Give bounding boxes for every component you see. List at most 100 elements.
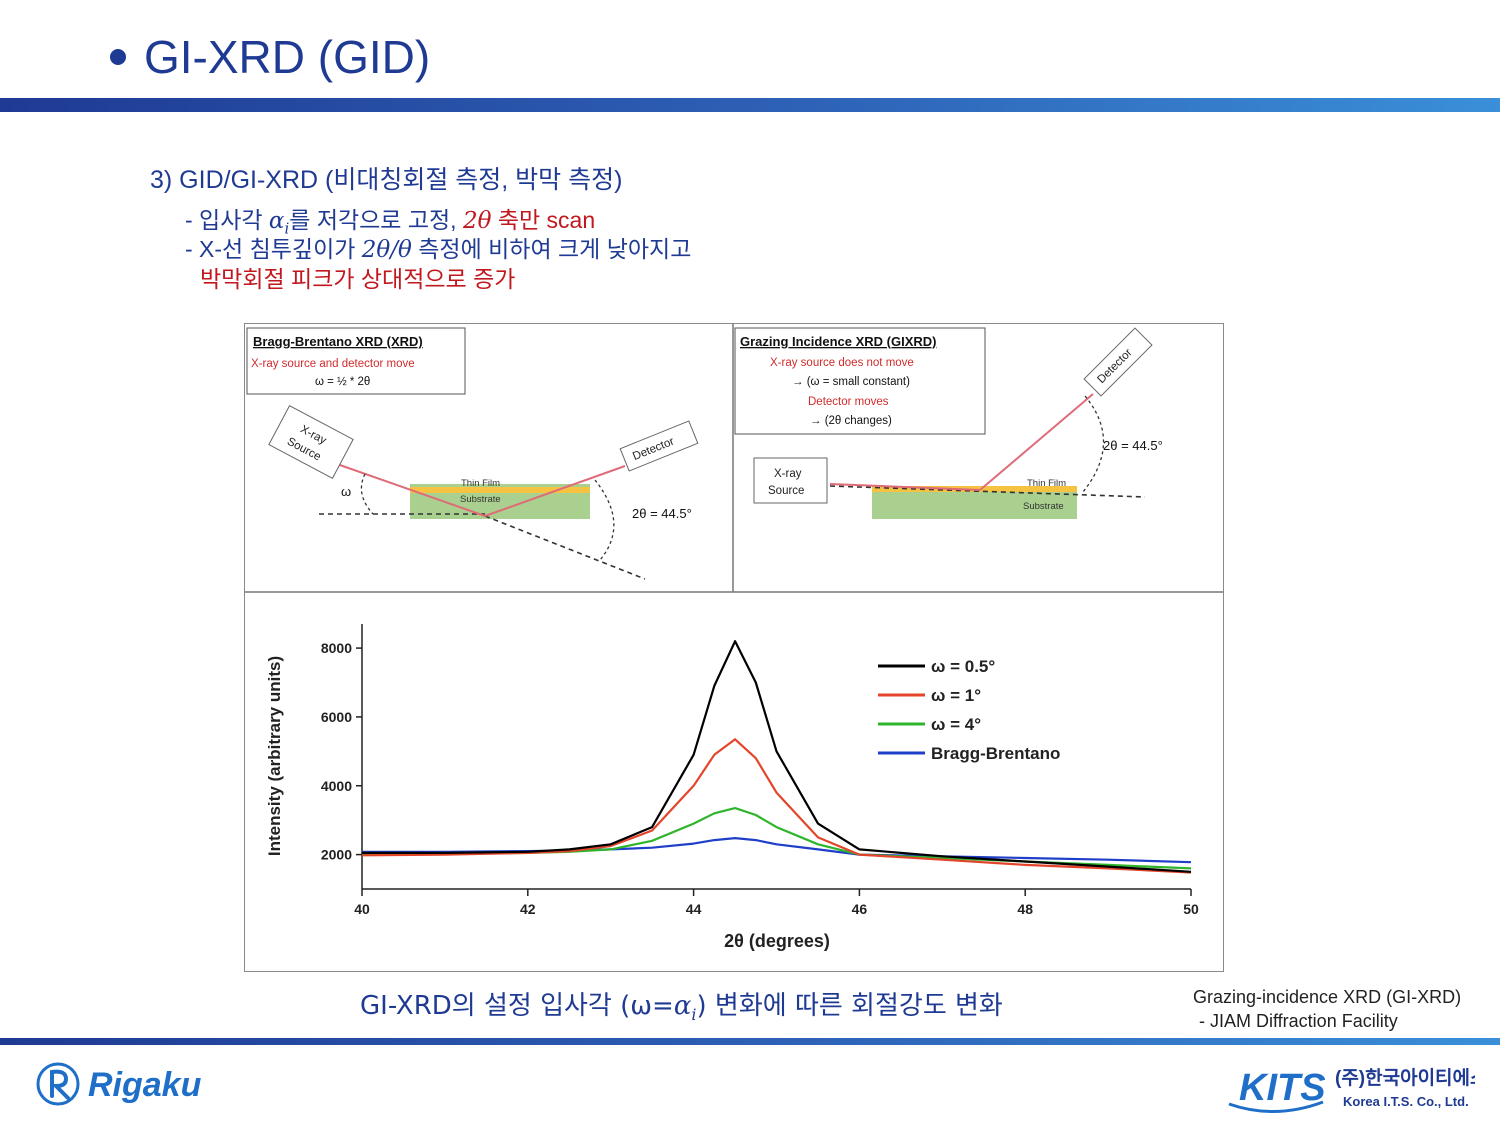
y-axis-label: Intensity (arbitrary units) (265, 656, 284, 856)
figure-svg: Bragg-Brentano XRD (XRD) X-ray source an… (245, 324, 1223, 951)
gi-diffracted-beam (979, 393, 1094, 491)
gi-surface-line (829, 485, 1146, 498)
gi-box-line2: → (ω = small constant) (792, 376, 910, 388)
gixrd-diagram: Grazing Incidence XRD (GIXRD) X-ray sour… (734, 327, 1163, 519)
gi-info-box (734, 327, 986, 435)
x-tick-label: 46 (852, 901, 868, 917)
series-line (362, 836, 1192, 864)
x-tick-label: 42 (520, 901, 536, 917)
gi-detector-box: Detector (1083, 327, 1153, 397)
kits-korean-name: (주)한국아이티에스 (1335, 1067, 1475, 1089)
bullet-line-1: - 입사각 αi를 저각으로 고정, 2θ 축만 scan (185, 206, 595, 243)
gi-box-line4: → (2θ changes) (810, 415, 892, 427)
kits-logo: KITS (주)한국아이티에스 Korea I.T.S. Co., Ltd. (1225, 1058, 1488, 1118)
bb-substrate-label: Substrate (460, 494, 501, 505)
bb-source-box: X-ray Source (268, 404, 354, 480)
kits-logo-svg: KITS (주)한국아이티에스 Korea I.T.S. Co., Ltd. (1228, 1067, 1488, 1113)
bb-omega-label: ω (341, 484, 351, 499)
bb-transmitted-line (484, 515, 646, 580)
gi-two-theta-arc (1082, 395, 1105, 493)
kits-swoosh-icon (1228, 1100, 1324, 1113)
bb-info-box (246, 327, 466, 395)
rigaku-logo: Rigaku (36, 1052, 256, 1116)
kits-wordmark: KITS (1239, 1067, 1326, 1109)
y-ticks: 2000 4000 6000 8000 (321, 640, 362, 863)
gi-source-label-1: X-ray (774, 468, 802, 480)
y-tick-label: 8000 (321, 640, 352, 656)
series-line (361, 738, 1192, 874)
bullet-1-alpha-sub: i (284, 219, 290, 238)
caption-alpha-sub: i (691, 1005, 697, 1025)
bb-box-line2: ω = ½ * 2θ (315, 376, 370, 388)
gi-box-title: Grazing Incidence XRD (GIXRD) (740, 334, 936, 349)
kits-english-name: Korea I.T.S. Co., Ltd. (1343, 1094, 1469, 1109)
chart-series (361, 640, 1192, 874)
bullet-1-two-theta: 2θ (462, 208, 492, 234)
legend-label: ω = 0.5° (931, 657, 995, 676)
gi-detector-rect (1083, 327, 1153, 397)
legend-label: ω = 4° (931, 715, 981, 734)
rigaku-emblem-icon (36, 1062, 80, 1106)
figure-panel: Bragg-Brentano XRD (XRD) X-ray source an… (244, 323, 1224, 972)
y-tick-label: 2000 (321, 847, 352, 863)
bullet-1-pre: - 입사각 (185, 207, 269, 233)
bb-two-theta-arc (594, 479, 615, 561)
x-tick-label: 50 (1183, 901, 1199, 917)
bullet-1-alpha: α (268, 208, 285, 234)
series-line (362, 640, 1192, 873)
gi-angle-label: 2θ = 44.5° (1103, 438, 1163, 453)
figure-caption: GI-XRD의 설정 입사각 (ω=αi) 변화에 따른 회절강도 변화 (360, 985, 1003, 1024)
bragg-brentano-diagram: Bragg-Brentano XRD (XRD) X-ray source an… (246, 327, 699, 580)
gi-source-rect (753, 457, 828, 504)
bullet-line-2: - X-선 침투깊이가 2θ/θ 측정에 비하여 크게 낮아지고 (185, 235, 691, 264)
page-title: GI-XRD (GID) (110, 30, 430, 84)
gi-box-line1: X-ray source does not move (770, 357, 914, 369)
caption-alpha: α (673, 991, 692, 1021)
page-title-text: GI-XRD (GID) (144, 31, 431, 83)
chart-legend: ω = 0.5° ω = 1° ω = 4° Bragg-Brentano (878, 657, 1060, 763)
bb-diffracted-beam (484, 465, 626, 517)
rigaku-logo-svg: Rigaku (36, 1062, 202, 1106)
gi-box-line3: Detector moves (808, 396, 889, 408)
legend-label: ω = 1° (931, 686, 981, 705)
x-tick-label: 44 (686, 901, 702, 917)
x-ticks: 40 42 44 46 48 50 (354, 889, 1199, 917)
x-axis-label: 2θ (degrees) (724, 931, 830, 951)
bb-source-rect (268, 404, 354, 480)
caption-pre: GI-XRD의 설정 입사각 (ω= (360, 991, 674, 1021)
caption-post: ) 변화에 따른 회절강도 변화 (696, 991, 1003, 1021)
bb-incident-beam (336, 463, 486, 517)
gi-incident-beam (829, 483, 981, 491)
y-tick-label: 6000 (321, 709, 352, 725)
bullet-2-pre: - X-선 침투깊이가 (185, 236, 362, 262)
bb-box-title: Bragg-Brentano XRD (XRD) (253, 334, 423, 349)
bullet-icon (110, 48, 126, 65)
credit-line-2: - JIAM Diffraction Facility (1199, 1011, 1398, 1031)
bullet-2-math: 2θ/θ (361, 237, 412, 263)
bullet-2-post: 측정에 비하여 크게 낮아지고 (411, 236, 692, 262)
gi-source-box: X-ray Source (753, 457, 828, 504)
section-heading: 3) GID/GI-XRD (비대칭회절 측정, 박막 측정) (150, 166, 623, 194)
rigaku-wordmark: Rigaku (88, 1066, 202, 1104)
bullet-1-mid: 를 저각으로 고정, (289, 207, 463, 233)
bb-detector-box: Detector (619, 420, 699, 472)
bb-thin-film (410, 487, 590, 493)
gi-substrate-label: Substrate (1023, 501, 1064, 512)
gi-film-label: Thin Film (1027, 478, 1066, 489)
footer-divider-bar (0, 1038, 1500, 1045)
y-tick-label: 4000 (321, 778, 352, 794)
x-tick-label: 40 (354, 901, 370, 917)
bb-film-label: Thin Film (461, 478, 500, 489)
x-tick-label: 48 (1017, 901, 1033, 917)
credit-line-1: Grazing-incidence XRD (GI-XRD) (1193, 987, 1462, 1007)
legend-label: Bragg-Brentano (931, 744, 1060, 763)
bb-detector-rect (619, 420, 699, 472)
gi-source-label-2: Source (768, 485, 804, 497)
rigaku-emblem-mark (50, 1069, 70, 1100)
header-divider-bar (0, 98, 1500, 112)
bullet-1-post: 축만 scan (491, 207, 596, 233)
bb-box-line1: X-ray source and detector move (251, 358, 415, 370)
bullet-line-3: 박막회절 피크가 상대적으로 증가 (200, 266, 516, 292)
bb-omega-arc (360, 473, 374, 515)
